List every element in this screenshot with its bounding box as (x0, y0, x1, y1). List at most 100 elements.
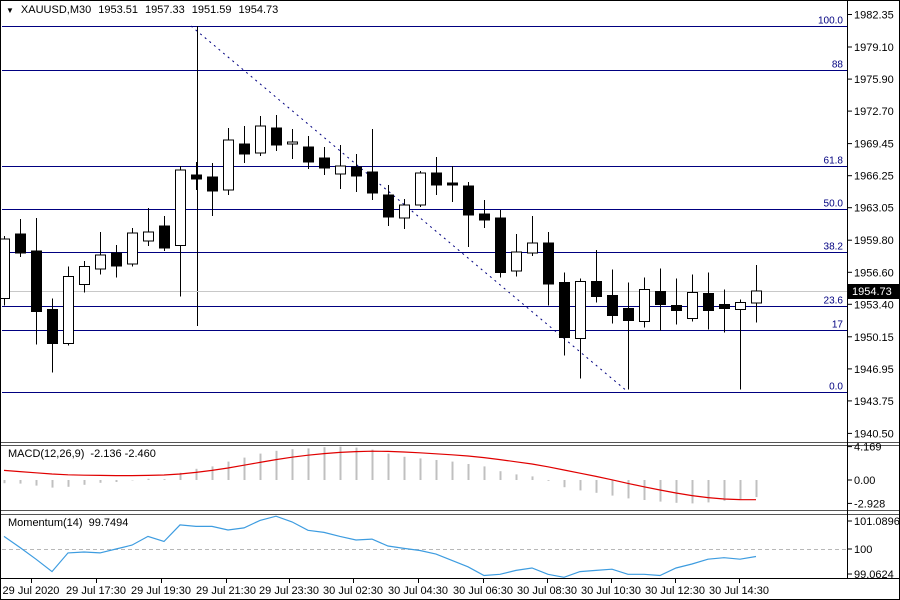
time-tick-label: 29 Jul 21:30 (196, 585, 256, 597)
quote-open: 1953.51 (98, 4, 138, 16)
price-tick-label: 1966.25 (854, 171, 894, 183)
candle-body (735, 301, 746, 310)
candle-body (687, 291, 698, 319)
time-tick-label: 30 Jul 06:30 (453, 585, 513, 597)
candle-body (703, 292, 714, 311)
candle-body (175, 169, 186, 246)
quote-header: ▼ XAUUSD,M30 1953.51 1957.33 1951.59 195… (6, 4, 278, 16)
fib-label: 100.0 (818, 16, 843, 27)
time-tick-label: 30 Jul 12:30 (645, 585, 705, 597)
candle-body (223, 139, 234, 191)
fib-label: 0.0 (829, 382, 843, 393)
price-axis[interactable]: 1982.35 1979.10 1975.90 1972.70 1969.45 1966.… (848, 10, 900, 582)
price-tick-label: 1979.10 (854, 42, 894, 54)
candle-body (719, 303, 730, 309)
time-tick-label: 30 Jul 08:30 (517, 585, 577, 597)
price-tick-label: 1959.80 (854, 235, 894, 247)
macd-tick-label: -2.928 (854, 498, 885, 510)
candle-body (303, 146, 314, 163)
fib-label: 38.2 (824, 242, 844, 253)
candle-body (575, 280, 586, 339)
candle-body (239, 143, 250, 155)
momentum-tick-label: 100 (854, 544, 872, 556)
candle-body (623, 307, 634, 321)
candle-body (207, 176, 218, 192)
time-tick-label: 29 Jul 17:30 (66, 585, 126, 597)
time-tick-label: 30 Jul 02:30 (323, 585, 383, 597)
macd-signal-line (3, 450, 757, 501)
momentum-panel[interactable] (2, 515, 847, 578)
candle-body (287, 141, 298, 145)
time-tick-label: 30 Jul 04:30 (388, 585, 448, 597)
candle-body (351, 166, 362, 177)
price-tick-label: 1969.45 (854, 139, 894, 151)
quote-close: 1954.73 (238, 4, 279, 16)
price-tick-label: 1975.90 (854, 74, 894, 86)
macd-panel[interactable] (3, 446, 758, 504)
candle-body (751, 290, 762, 304)
candle-body (591, 280, 602, 297)
price-tick-label: 1943.75 (854, 396, 894, 408)
time-tick-label: 30 Jul 14:30 (709, 585, 769, 597)
candle-body (527, 242, 538, 254)
candle-body (415, 172, 426, 206)
candles-layer[interactable] (1, 115, 762, 390)
candle-body (63, 275, 74, 344)
fib-label: 88 (832, 60, 844, 71)
momentum-name: Momentum(14) (8, 517, 83, 529)
macd-tick-label: 4.169 (854, 442, 882, 454)
candle-body (191, 174, 202, 180)
price-tick-label: 1953.40 (854, 299, 894, 311)
quote-low: 1951.59 (191, 4, 232, 16)
price-tick-label: 1950.15 (854, 332, 894, 344)
candle-body (543, 242, 554, 285)
macd-name: MACD(12,26,9) (8, 448, 85, 460)
price-tick-label: 1940.50 (854, 428, 894, 440)
momentum-label: Momentum(14) 99.7494 (8, 517, 128, 529)
price-tick-label: 1982.35 (854, 10, 894, 22)
candle-body (383, 194, 394, 218)
time-tick-label: 29 Jul 2020 (3, 585, 60, 597)
fib-label: 23.6 (824, 296, 844, 307)
candle-body (639, 288, 650, 322)
fib-label: 50.0 (824, 199, 844, 210)
candle-body (271, 127, 282, 146)
candle-body (79, 265, 90, 285)
candle-body (47, 308, 58, 344)
macd-tick-label: 0.00 (854, 475, 875, 487)
time-tick-label: 29 Jul 19:30 (131, 585, 191, 597)
candle-body (559, 281, 570, 338)
candle-body (319, 157, 330, 169)
candle-body (447, 182, 458, 186)
price-tick-label: 1956.60 (854, 267, 894, 279)
symbol-dropdown-icon[interactable]: ▼ (6, 5, 14, 15)
symbol-label: XAUUSD,M30 (20, 4, 92, 16)
candle-body (95, 254, 106, 270)
candle-body (159, 225, 170, 249)
candle-body (143, 231, 154, 242)
candle-body (127, 232, 138, 265)
candle-body (111, 252, 122, 267)
candle-body (1, 238, 10, 299)
candle-body (463, 185, 474, 216)
candle-body (495, 217, 506, 273)
candle-body (431, 172, 442, 186)
time-tick-label: 30 Jul 10:30 (581, 585, 641, 597)
momentum-value: 99.7494 (88, 517, 129, 529)
price-tick-label: 1963.05 (854, 203, 894, 215)
candle-body (367, 171, 378, 194)
candle-body (607, 294, 618, 316)
candle-body (255, 125, 266, 154)
fib-label: 17 (832, 320, 844, 331)
badge-price: 1954.73 (852, 286, 892, 298)
candle-body (15, 233, 26, 254)
time-axis[interactable]: 29 Jul 2020 29 Jul 17:30 29 Jul 19:30 29 Ju… (3, 579, 769, 597)
fib-label: 61.8 (824, 156, 844, 167)
candle-body (671, 304, 682, 311)
candle-body (511, 251, 522, 272)
candle-body (479, 213, 490, 221)
fibonacci-levels[interactable]: 100.0 88 61.8 50.0 38.2 23.6 17 0.0 (2, 16, 847, 393)
macd-values: -2.136 -2.460 (90, 448, 156, 460)
time-tick-label: 29 Jul 23:30 (259, 585, 319, 597)
